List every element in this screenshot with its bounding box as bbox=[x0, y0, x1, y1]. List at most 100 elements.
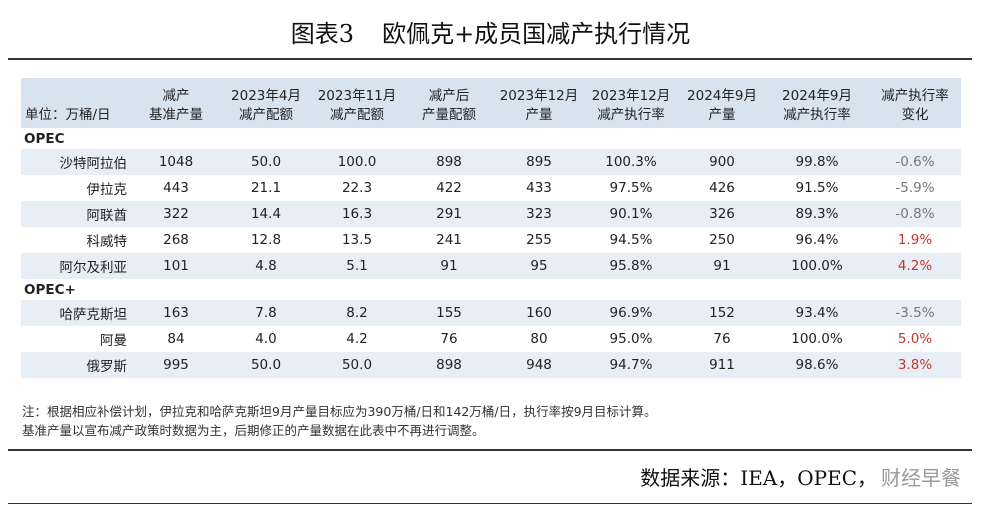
table-cell: 250 bbox=[709, 232, 735, 248]
group-header-row: OPEC+ bbox=[21, 279, 961, 300]
bottom-rule bbox=[8, 449, 972, 451]
column-header: 2024年9月 产量 bbox=[687, 88, 757, 123]
table-cell: 89.3% bbox=[765, 201, 869, 227]
table-cell: 96.9% bbox=[583, 300, 679, 326]
table-row: 阿曼 84 4.0 4.2 76 80 95.0% 76 100.0% 5.0% bbox=[21, 326, 961, 352]
table-cell: 76 bbox=[713, 331, 731, 347]
table-cell: 323 bbox=[495, 201, 583, 227]
country-name: 阿联酋 bbox=[21, 201, 131, 227]
watermark-text: 财经早餐 bbox=[881, 466, 961, 490]
country-name: 科威特 bbox=[86, 234, 128, 250]
column-header: 减产 基准产量 bbox=[149, 88, 203, 123]
execution-rate-change-cell: -0.8% bbox=[869, 201, 961, 227]
table-cell: 94.7% bbox=[583, 352, 679, 378]
column-header: 2023年4月 减产配额 bbox=[231, 88, 301, 123]
country-name: 哈萨克斯坦 bbox=[21, 300, 131, 326]
group-label: OPEC+ bbox=[21, 279, 961, 300]
table-row: 俄罗斯 995 50.0 50.0 898 948 94.7% 911 98.6% 3.8% bbox=[21, 352, 961, 378]
unit-label: 单位：万桶/日 bbox=[25, 107, 111, 123]
table-cell: 1048 bbox=[131, 149, 221, 175]
table-cell: 100.0% bbox=[791, 331, 843, 347]
top-rule bbox=[8, 58, 972, 60]
table-cell: 13.5 bbox=[341, 232, 373, 248]
source-line: 数据来源：IEA，OPEC， 财经早餐 bbox=[640, 462, 961, 491]
table-row: 沙特阿拉伯 1048 50.0 100.0 898 895 100.3% 900 99.8% -0… bbox=[21, 149, 961, 175]
table-cell: 4.0 bbox=[255, 331, 277, 347]
execution-rate-change-cell: 5.0% bbox=[897, 331, 933, 347]
table-cell: 12.8 bbox=[250, 232, 282, 248]
table-cell: 152 bbox=[679, 300, 765, 326]
table-cell: 948 bbox=[495, 352, 583, 378]
table-cell: 326 bbox=[679, 201, 765, 227]
execution-rate-change-cell: 4.2% bbox=[869, 253, 961, 279]
column-header: 2023年12月 产量 bbox=[499, 88, 579, 123]
table-row: 阿联酋 322 14.4 16.3 291 323 90.1% 326 89.3% -0.8% bbox=[21, 201, 961, 227]
table-cell: 895 bbox=[495, 149, 583, 175]
table-cell: 443 bbox=[163, 180, 189, 196]
execution-rate-change-cell: -5.9% bbox=[895, 180, 935, 196]
execution-rate-change-cell: 1.9% bbox=[897, 232, 933, 248]
table-cell: 96.4% bbox=[795, 232, 839, 248]
table-cell: 93.4% bbox=[765, 300, 869, 326]
table-cell: 22.3 bbox=[341, 180, 373, 196]
table-cell: 101 bbox=[131, 253, 221, 279]
table-cell: 900 bbox=[679, 149, 765, 175]
table-cell: 16.3 bbox=[311, 201, 403, 227]
table-cell: 160 bbox=[495, 300, 583, 326]
table-cell: 99.8% bbox=[765, 149, 869, 175]
table-cell: 100.0 bbox=[311, 149, 403, 175]
table-cell: 84 bbox=[167, 331, 185, 347]
table-cell: 100.0% bbox=[765, 253, 869, 279]
country-name: 沙特阿拉伯 bbox=[21, 149, 131, 175]
table-cell: 97.5% bbox=[609, 180, 653, 196]
table-cell: 50.0 bbox=[311, 352, 403, 378]
table-cell: 14.4 bbox=[221, 201, 311, 227]
column-header: 减产后 产量配额 bbox=[422, 88, 476, 123]
table-cell: 426 bbox=[709, 180, 735, 196]
country-name: 阿尔及利亚 bbox=[21, 253, 131, 279]
table-cell: 8.2 bbox=[311, 300, 403, 326]
source-text: 数据来源：IEA，OPEC， bbox=[640, 466, 877, 490]
note-line: 基准产量以宣布减产政策时数据为主，后期修正的产量数据在此表中不再进行调整。 bbox=[22, 423, 485, 438]
country-name: 阿曼 bbox=[100, 333, 127, 349]
group-label: OPEC bbox=[21, 128, 961, 149]
table-cell: 21.1 bbox=[250, 180, 282, 196]
table-cell: 291 bbox=[403, 201, 495, 227]
column-header: 2024年9月 减产执行率 bbox=[782, 88, 852, 123]
table-row: 哈萨克斯坦 163 7.8 8.2 155 160 96.9% 152 93.4% -3.5% bbox=[21, 300, 961, 326]
table-cell: 5.1 bbox=[311, 253, 403, 279]
execution-rate-change-cell: -3.5% bbox=[869, 300, 961, 326]
table-cell: 241 bbox=[436, 232, 462, 248]
table-cell: 433 bbox=[526, 180, 552, 196]
table-cell: 98.6% bbox=[765, 352, 869, 378]
production-cut-table: 单位：万桶/日 减产 基准产量 2023年4月 减产配额 2023年11月 减产配额 … bbox=[21, 78, 961, 378]
table-cell: 268 bbox=[163, 232, 189, 248]
table-cell: 422 bbox=[436, 180, 462, 196]
table-cell: 4.2 bbox=[346, 331, 368, 347]
column-header: 2023年11月 减产配额 bbox=[317, 88, 397, 123]
figure-title-text: 欧佩克+成员国减产执行情况 bbox=[382, 20, 691, 48]
table-cell: 255 bbox=[526, 232, 552, 248]
table-row: 阿尔及利亚 101 4.8 5.1 91 95 95.8% 91 100.0% 4.2% bbox=[21, 253, 961, 279]
table-cell: 76 bbox=[440, 331, 458, 347]
figure-number: 图表3 bbox=[290, 20, 355, 48]
country-name: 伊拉克 bbox=[86, 182, 128, 198]
table-row: 伊拉克 443 21.1 22.3 422 433 97.5% 426 91.5% -5.9% bbox=[21, 175, 961, 201]
execution-rate-change-cell: -0.6% bbox=[869, 149, 961, 175]
group-header-row: OPEC bbox=[21, 128, 961, 149]
column-header: 2023年12月 减产执行率 bbox=[591, 88, 671, 123]
table-cell: 100.3% bbox=[583, 149, 679, 175]
table-cell: 90.1% bbox=[583, 201, 679, 227]
table-cell: 155 bbox=[403, 300, 495, 326]
table-cell: 80 bbox=[530, 331, 548, 347]
note-line: 注：根据相应补偿计划，伊拉克和哈萨克斯坦9月产量目标应为390万桶/日和142万… bbox=[22, 404, 657, 419]
table-header-row: 单位：万桶/日 减产 基准产量 2023年4月 减产配额 2023年11月 减产配额 … bbox=[21, 78, 961, 128]
table-cell: 91.5% bbox=[795, 180, 839, 196]
table-cell: 94.5% bbox=[609, 232, 653, 248]
table-row: 科威特 268 12.8 13.5 241 255 94.5% 250 96.4% 1.9% bbox=[21, 227, 961, 253]
table-cell: 95 bbox=[495, 253, 583, 279]
column-header: 减产执行率 变化 bbox=[881, 88, 949, 123]
table-cell: 50.0 bbox=[221, 352, 311, 378]
table-cell: 898 bbox=[403, 352, 495, 378]
table-cell: 7.8 bbox=[221, 300, 311, 326]
